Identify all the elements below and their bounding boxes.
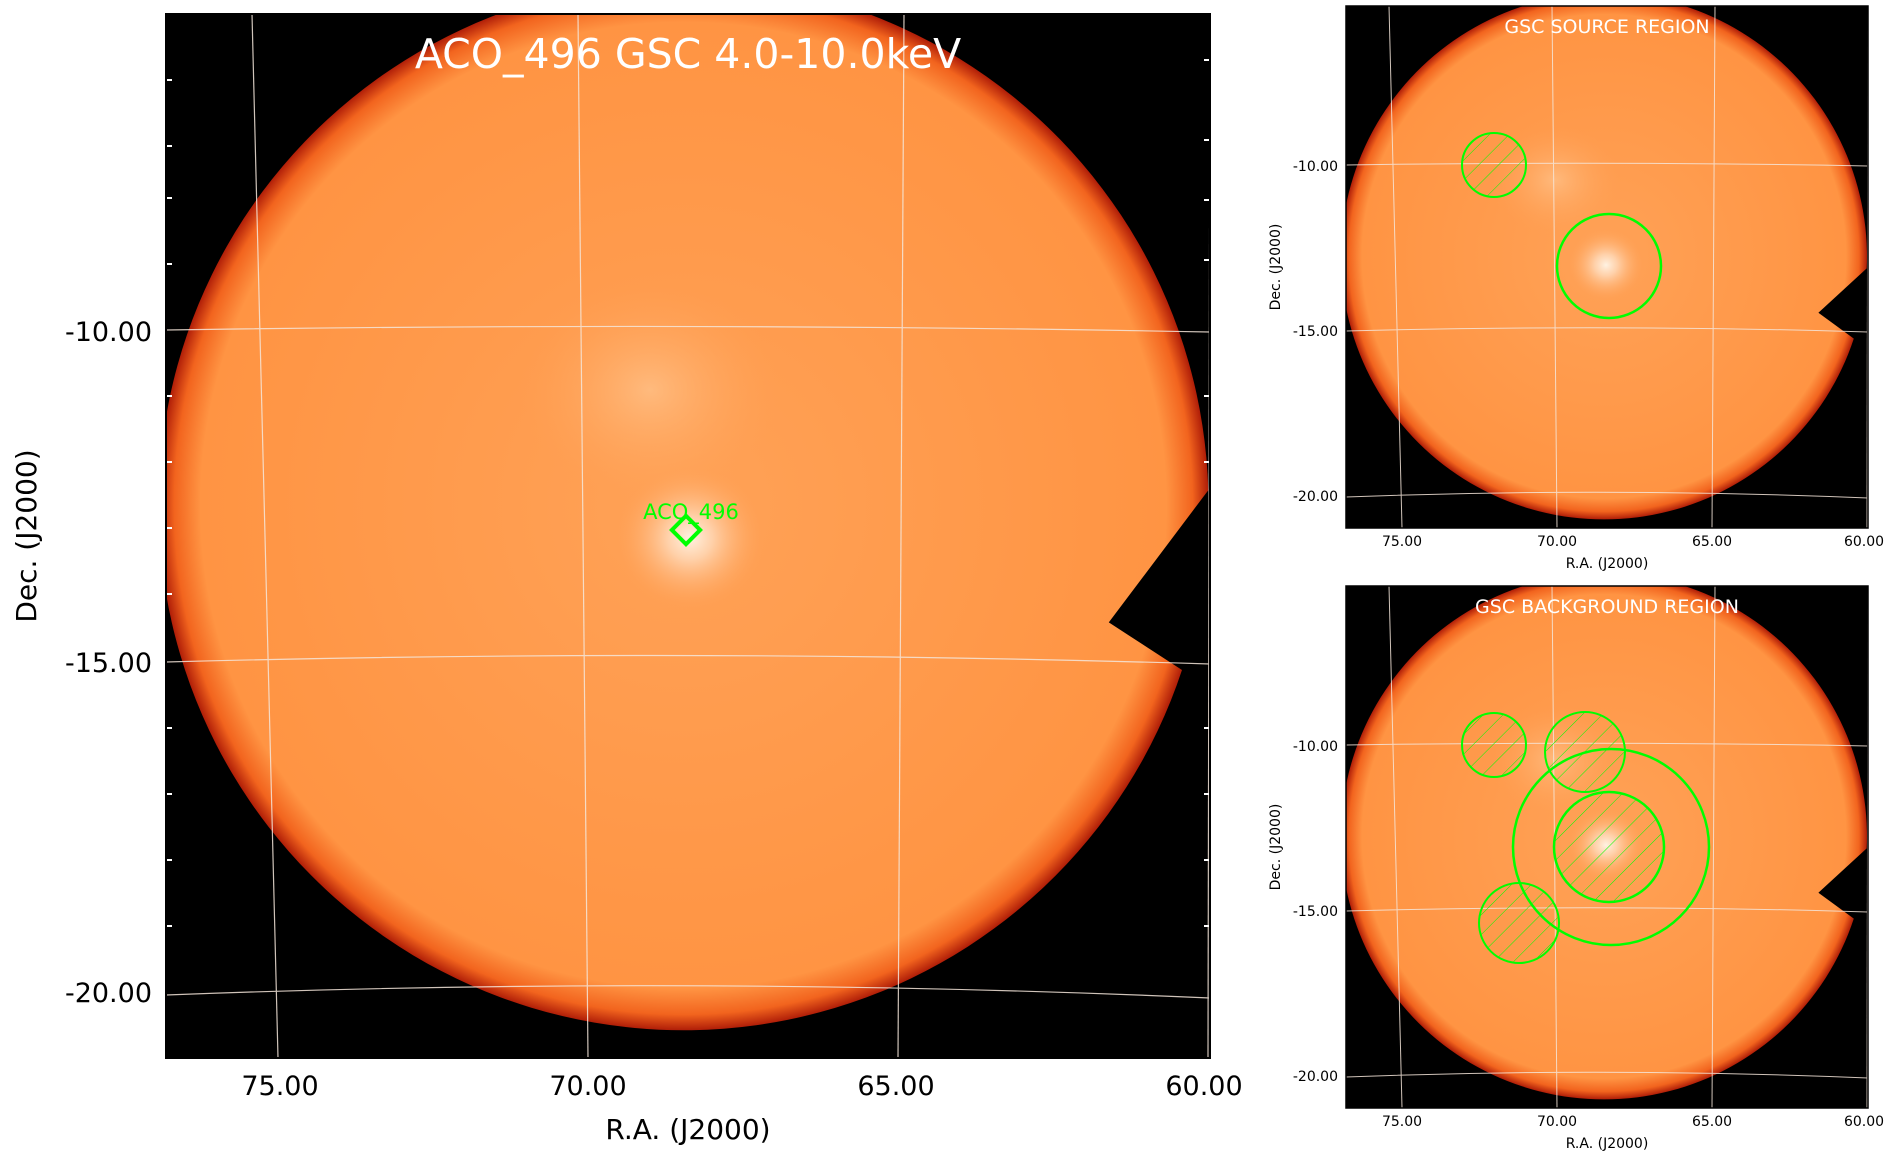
main-ytick-label: -10.00 (65, 317, 152, 348)
background-xtick-label: 75.00 (1382, 1114, 1422, 1130)
background-excluded-circle (1461, 712, 1527, 778)
source-ytick-label: -10.00 (1293, 159, 1338, 175)
source-region-panel: GSC SOURCE REGION 75.00 70.00 65.00 60.0… (1268, 5, 1884, 572)
background-excluded-circle (1544, 711, 1626, 793)
source-ytick-label: -20.00 (1293, 489, 1338, 505)
main-ytick-label: -20.00 (65, 978, 152, 1009)
main-title: ACO_496 GSC 4.0-10.0keV (415, 30, 961, 78)
background-coordinate-grid (1346, 586, 1868, 1108)
source-xtick-label: 70.00 (1537, 534, 1577, 550)
background-axes-border (1345, 585, 1869, 1109)
background-y-axis-label: Dec. (J2000) (1268, 804, 1284, 891)
source-image (1346, 6, 1868, 528)
source-hatched-circle-region (1461, 132, 1527, 198)
background-excluded-circle (1478, 882, 1560, 964)
main-axes-border (165, 13, 1211, 1059)
background-image (1346, 586, 1868, 1108)
background-excluded-source-circle (1552, 790, 1666, 904)
background-panel-title: GSC BACKGROUND REGION (1475, 596, 1739, 618)
source-xtick-label: 65.00 (1692, 534, 1732, 550)
background-x-axis-label: R.A. (J2000) (1566, 1136, 1649, 1152)
main-diffuse-glow (520, 280, 780, 500)
main-x-axis-label: R.A. (J2000) (605, 1113, 770, 1146)
source-glow (1568, 229, 1644, 301)
source-x-axis-label: R.A. (J2000) (1566, 556, 1649, 572)
main-marker-label: ACO_496 (643, 500, 739, 525)
aco-496-diamond-marker (669, 513, 703, 547)
main-ytick-label: -15.00 (65, 648, 152, 679)
main-y-axis-label: Dec. (J2000) (10, 449, 43, 622)
source-extraction-circle-region (1555, 212, 1663, 320)
background-ytick-label: -15.00 (1293, 904, 1338, 920)
source-axes-border (1345, 5, 1869, 529)
main-xtick-label: 75.00 (241, 1071, 318, 1102)
source-y-axis-label: Dec. (J2000) (1268, 224, 1284, 311)
main-panel: ACO_496 GSC 4.0-10.0keV ACO_496 75.00 70… (10, 13, 1243, 1146)
source-panel-title: GSC SOURCE REGION (1504, 16, 1709, 38)
background-region-panel: GSC BACKGROUND REGION 75.00 70.00 65.00 … (1268, 585, 1884, 1152)
background-xtick-label: 65.00 (1692, 1114, 1732, 1130)
main-xtick-label: 60.00 (1165, 1071, 1242, 1102)
source-xtick-label: 75.00 (1382, 534, 1422, 550)
main-image (166, 14, 1210, 1058)
source-xtick-label: 60.00 (1844, 534, 1884, 550)
background-ytick-label: -10.00 (1293, 739, 1338, 755)
background-xtick-label: 60.00 (1844, 1114, 1884, 1130)
main-xtick-label: 70.00 (549, 1071, 626, 1102)
source-coordinate-grid (1346, 6, 1868, 528)
background-ytick-label: -20.00 (1293, 1069, 1338, 1085)
background-xtick-label: 70.00 (1537, 1114, 1577, 1130)
main-xtick-label: 65.00 (857, 1071, 934, 1102)
source-ytick-label: -15.00 (1293, 324, 1338, 340)
